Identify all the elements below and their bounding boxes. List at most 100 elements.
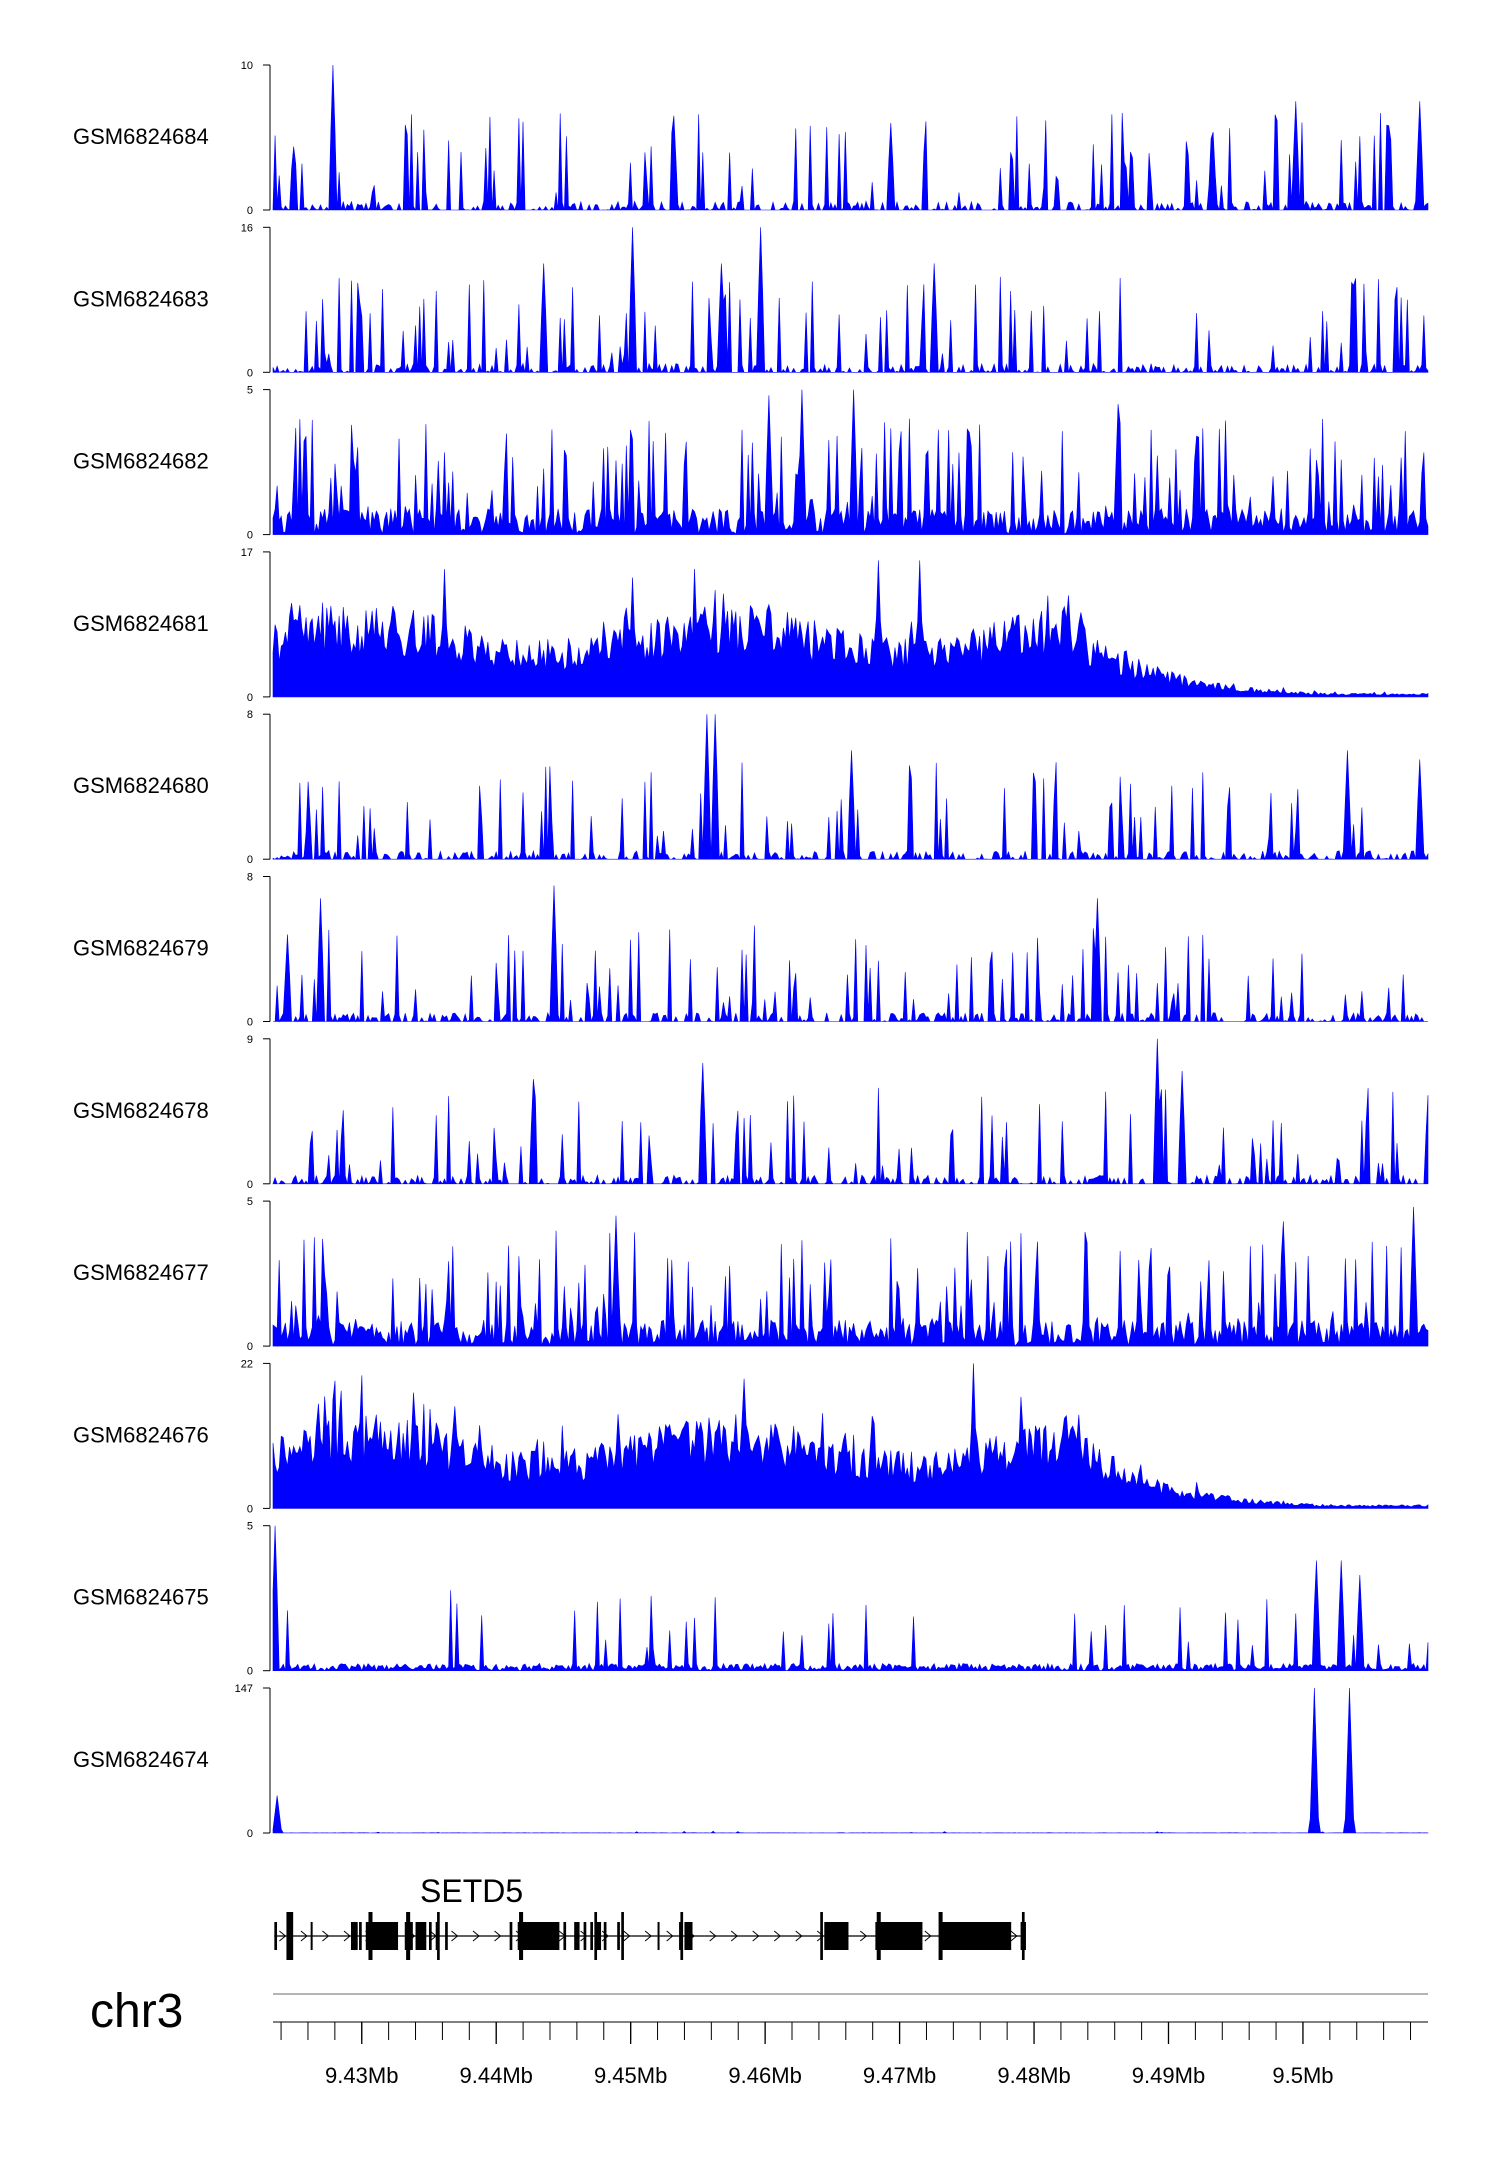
strand-arrow bbox=[730, 1930, 738, 1942]
track-GSM6824681: GSM6824681 17 0 bbox=[73, 547, 1429, 704]
gene-exon-cds bbox=[621, 1912, 624, 1960]
strand-arrow bbox=[451, 1930, 459, 1942]
y-min-label: 0 bbox=[247, 367, 253, 379]
coverage-area bbox=[272, 1525, 1429, 1672]
track-GSM6824684: GSM6824684 10 0 bbox=[73, 60, 1429, 217]
y-max-label: 5 bbox=[247, 385, 253, 397]
coverage-area bbox=[272, 560, 1429, 698]
gene-name-label: SETD5 bbox=[420, 1873, 523, 1909]
track-label: GSM6824680 bbox=[73, 773, 209, 798]
gene-exon bbox=[517, 1922, 560, 1950]
gene-exon-cds bbox=[406, 1912, 411, 1960]
strand-arrow bbox=[773, 1930, 782, 1942]
y-min-label: 0 bbox=[247, 530, 253, 542]
track-label: GSM6824682 bbox=[73, 449, 209, 474]
coverage-area bbox=[272, 389, 1429, 535]
y-max-label: 22 bbox=[241, 1358, 253, 1370]
y-max-label: 8 bbox=[247, 872, 253, 884]
axis-tick-label: 9.46Mb bbox=[728, 2063, 801, 2088]
coverage-tracks: GSM6824684100GSM6824683160GSM682468250GS… bbox=[73, 60, 1429, 1840]
track-label: GSM6824684 bbox=[73, 124, 209, 149]
coverage-area bbox=[272, 1038, 1429, 1185]
gene-track: SETD5 bbox=[274, 1873, 1026, 1960]
strand-arrow bbox=[343, 1930, 351, 1942]
y-max-label: 8 bbox=[247, 709, 253, 721]
track-label: GSM6824681 bbox=[73, 611, 209, 636]
strand-arrow bbox=[279, 1930, 287, 1942]
track-GSM6824679: GSM6824679 8 0 bbox=[73, 872, 1429, 1029]
gene-exon-cds bbox=[368, 1912, 373, 1960]
gene-exon bbox=[617, 1922, 620, 1950]
gene-exon-cds bbox=[519, 1912, 524, 1960]
strand-arrow bbox=[816, 1930, 825, 1942]
track-label: GSM6824678 bbox=[73, 1098, 209, 1123]
gene-exon-cds bbox=[820, 1912, 823, 1960]
coverage-area bbox=[272, 64, 1429, 212]
coverage-area bbox=[272, 227, 1429, 374]
strand-arrow bbox=[859, 1930, 868, 1942]
gene-exon bbox=[939, 1922, 1012, 1950]
axis-tick-label: 9.45Mb bbox=[594, 2063, 667, 2088]
y-min-label: 0 bbox=[247, 692, 253, 704]
strand-arrow bbox=[752, 1930, 760, 1942]
strand-arrow bbox=[924, 1930, 932, 1942]
coverage-area bbox=[273, 885, 1429, 1023]
gene-exon bbox=[428, 1922, 432, 1950]
track-GSM6824674: GSM6824674 147 0 bbox=[73, 1683, 1429, 1840]
axis-tick-label: 9.44Mb bbox=[460, 2063, 533, 2088]
y-min-label: 0 bbox=[247, 1828, 253, 1840]
gene-exon bbox=[875, 1922, 923, 1950]
gene-exon bbox=[603, 1922, 607, 1950]
y-min-label: 0 bbox=[247, 1017, 253, 1029]
track-label: GSM6824679 bbox=[73, 936, 209, 961]
y-min-label: 0 bbox=[247, 1503, 253, 1515]
track-GSM6824680: GSM6824680 8 0 bbox=[73, 709, 1429, 866]
axis-tick-label: 9.5Mb bbox=[1272, 2063, 1333, 2088]
gene-exon-cds bbox=[1021, 1912, 1025, 1960]
gene-exon-cds bbox=[437, 1912, 440, 1960]
strand-arrow bbox=[472, 1930, 480, 1942]
y-max-label: 9 bbox=[247, 1034, 253, 1046]
y-min-label: 0 bbox=[247, 1179, 253, 1191]
coverage-area bbox=[272, 1363, 1429, 1509]
chromosome-label: chr3 bbox=[90, 1985, 183, 2038]
y-max-label: 16 bbox=[241, 222, 253, 234]
track-label: GSM6824675 bbox=[73, 1585, 209, 1610]
gene-exon-cds bbox=[876, 1912, 881, 1960]
gene-exon bbox=[590, 1922, 594, 1950]
axis-tick-label: 9.48Mb bbox=[997, 2063, 1070, 2088]
track-GSM6824682: GSM6824682 5 0 bbox=[73, 385, 1429, 542]
y-min-label: 0 bbox=[247, 205, 253, 217]
strand-arrow bbox=[322, 1930, 330, 1942]
gene-exon-cds bbox=[286, 1912, 294, 1960]
strand-arrow bbox=[666, 1930, 674, 1942]
strand-arrow bbox=[1010, 1930, 1018, 1942]
y-max-label: 10 bbox=[241, 60, 253, 72]
gene-exon bbox=[350, 1922, 358, 1950]
strand-arrow bbox=[494, 1930, 502, 1942]
track-GSM6824678: GSM6824678 9 0 bbox=[73, 1034, 1429, 1191]
gene-exon bbox=[408, 1922, 413, 1950]
gene-exon bbox=[359, 1922, 362, 1950]
strand-arrow bbox=[644, 1930, 652, 1942]
track-label: GSM6824683 bbox=[73, 286, 209, 311]
coverage-area bbox=[272, 1206, 1429, 1347]
gene-exon bbox=[415, 1922, 427, 1950]
gene-exon-cds bbox=[938, 1912, 943, 1960]
strand-arrow bbox=[623, 1930, 631, 1942]
axis-tick-label: 9.47Mb bbox=[863, 2063, 936, 2088]
track-label: GSM6824674 bbox=[73, 1747, 209, 1772]
gene-exon-cds bbox=[680, 1912, 684, 1960]
gene-exon bbox=[824, 1922, 849, 1950]
y-max-label: 17 bbox=[241, 547, 253, 559]
gene-exon bbox=[310, 1922, 313, 1950]
gene-exon bbox=[583, 1922, 587, 1950]
track-GSM6824676: GSM6824676 22 0 bbox=[73, 1358, 1429, 1515]
y-min-label: 0 bbox=[247, 1666, 253, 1678]
gene-exon bbox=[657, 1922, 660, 1950]
track-GSM6824683: GSM6824683 16 0 bbox=[73, 222, 1429, 379]
track-GSM6824677: GSM6824677 5 0 bbox=[73, 1196, 1429, 1353]
y-max-label: 147 bbox=[235, 1683, 253, 1695]
gene-exon bbox=[563, 1922, 567, 1950]
